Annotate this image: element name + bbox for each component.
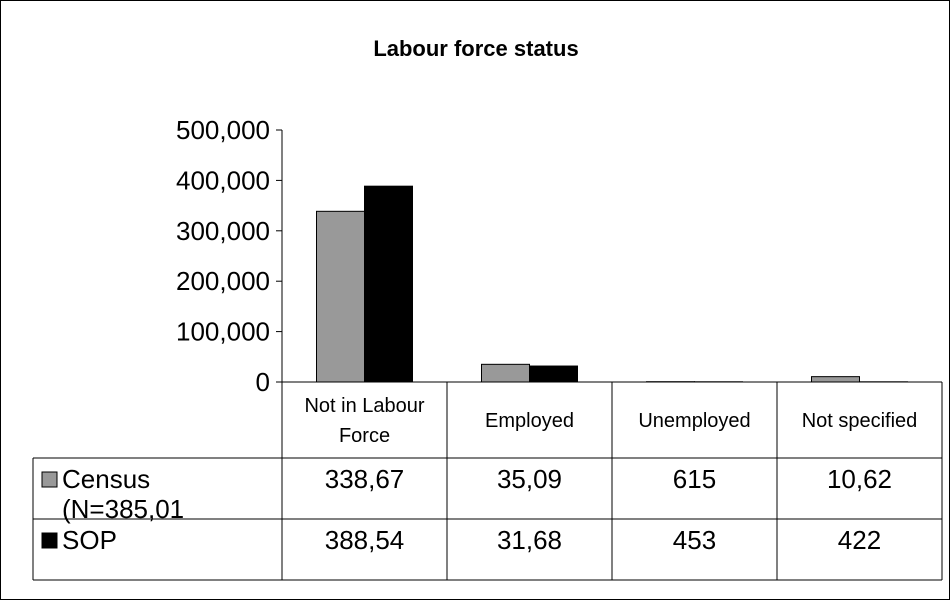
legend-label: (N=385,01 [62, 494, 184, 524]
bar [811, 376, 860, 383]
legend-swatch [41, 471, 58, 488]
legend-label: Census [62, 464, 150, 494]
y-tick-label: 100,000 [176, 317, 270, 347]
table-value: 422 [838, 525, 881, 555]
legend-label: SOP [62, 525, 117, 555]
y-tick-label: 300,000 [176, 216, 270, 246]
legend-swatch [41, 532, 58, 549]
table-value: 388,54 [325, 525, 405, 555]
x-tick-label: Force [339, 425, 390, 447]
chart-title: Labour force status [373, 36, 579, 61]
bar [529, 365, 578, 383]
table-value: 10,62 [827, 464, 892, 494]
table-value: 31,68 [497, 525, 562, 555]
y-tick-label: 200,000 [176, 266, 270, 296]
table-value: 453 [673, 525, 716, 555]
table-value: 338,67 [325, 464, 405, 494]
x-tick-label: Not specified [802, 410, 918, 432]
bar [364, 185, 413, 383]
x-tick-label: Employed [485, 410, 574, 432]
table-value: 35,09 [497, 464, 562, 494]
x-tick-label: Unemployed [638, 410, 750, 432]
y-tick-label: 500,000 [176, 115, 270, 145]
bar [481, 363, 530, 383]
y-tick-label: 0 [256, 367, 270, 397]
y-tick-label: 400,000 [176, 165, 270, 195]
bar [316, 210, 365, 383]
x-tick-label: Not in Labour [304, 395, 424, 417]
table-value: 615 [673, 464, 716, 494]
